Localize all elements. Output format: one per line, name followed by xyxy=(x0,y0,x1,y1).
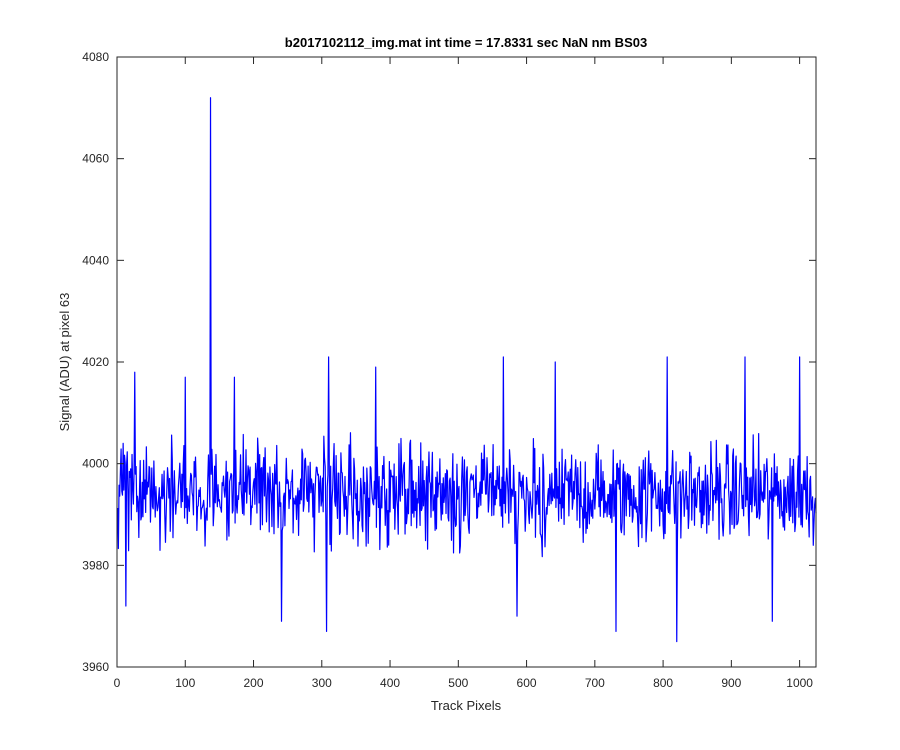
y-tick-label: 3980 xyxy=(82,558,109,572)
data-layer xyxy=(117,97,817,643)
x-axis-label: Track Pixels xyxy=(431,698,502,713)
x-tick-label: 1000 xyxy=(786,676,813,690)
y-tick-label: 3960 xyxy=(82,660,109,674)
y-tick-label: 4060 xyxy=(82,152,109,166)
y-tick-label: 4040 xyxy=(82,253,109,267)
signal-series-line xyxy=(117,97,817,643)
x-tick-label: 300 xyxy=(312,676,332,690)
x-tick-label: 0 xyxy=(114,676,121,690)
x-tick-label: 400 xyxy=(380,676,400,690)
x-tick-label: 500 xyxy=(448,676,468,690)
y-tick-label: 4020 xyxy=(82,355,109,369)
x-tick-label: 900 xyxy=(721,676,741,690)
x-tick-label: 100 xyxy=(175,676,195,690)
y-tick-label: 4080 xyxy=(82,50,109,64)
x-axis: 0 100 200 300 400 500 600 700 800 900 1000 xyxy=(114,57,813,690)
x-tick-label: 200 xyxy=(244,676,264,690)
x-tick-label: 600 xyxy=(517,676,537,690)
plot-background xyxy=(117,57,816,667)
y-axis: 3960 3980 4000 4020 4040 4060 4080 xyxy=(82,50,816,674)
y-axis-label: Signal (ADU) at pixel 63 xyxy=(57,293,72,432)
x-tick-label: 700 xyxy=(585,676,605,690)
y-tick-label: 4000 xyxy=(82,457,109,471)
x-tick-label: 800 xyxy=(653,676,673,690)
chart-title: b2017102112_img.mat int time = 17.8331 s… xyxy=(285,35,647,50)
